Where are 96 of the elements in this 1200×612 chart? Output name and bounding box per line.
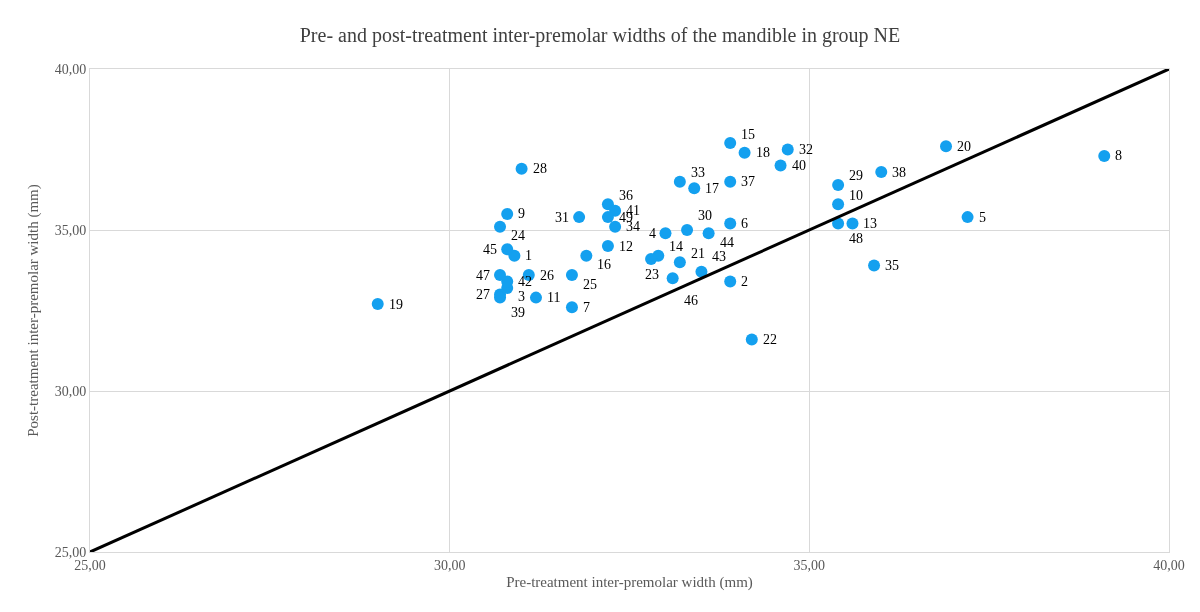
annotation: 33: [691, 165, 705, 180]
annotation: 48: [849, 231, 863, 246]
y-tick-label: 35,00: [54, 222, 87, 238]
chart-title: Pre- and post-treatment inter-premolar widths of the mandible in group NE: [299, 23, 901, 47]
point: [832, 198, 845, 211]
y-tick-label: 40,00: [54, 61, 87, 77]
x-tick-label: 40,00: [1153, 557, 1185, 573]
point: [673, 256, 686, 269]
annotation: 15: [741, 127, 755, 142]
point: [673, 175, 686, 188]
annotation: 26: [540, 268, 554, 283]
annotation: 40: [792, 158, 806, 173]
point: [745, 333, 758, 346]
point: [580, 249, 593, 262]
annotation: 5: [979, 210, 986, 225]
annotation: 46: [684, 293, 698, 308]
point: [940, 140, 953, 153]
point: [565, 269, 578, 282]
annotation: 45: [483, 242, 497, 257]
annotation: 36: [619, 188, 633, 203]
x-tick-label: 35,00: [793, 557, 826, 573]
point: [573, 211, 586, 224]
annotation: 43: [712, 249, 726, 264]
annotation: 21: [691, 246, 705, 261]
point: [515, 162, 528, 175]
annotation: 4: [649, 226, 656, 241]
point: [724, 137, 737, 150]
annotation: 23: [645, 267, 659, 282]
annotation: 3: [518, 289, 525, 304]
point: [875, 166, 888, 179]
annotation: 14: [669, 239, 683, 254]
annotation: 17: [705, 181, 719, 196]
annotation: 29: [849, 168, 863, 183]
point: [501, 207, 514, 220]
annotation: 22: [763, 332, 777, 347]
annotation: 27: [476, 287, 490, 302]
annotation: 1: [525, 248, 532, 263]
annotation: 30: [698, 208, 712, 223]
x-axis-title: Pre-treatment inter-premolar width (mm): [506, 573, 753, 591]
point: [666, 272, 679, 285]
point: [601, 240, 614, 253]
annotation: 20: [957, 139, 971, 154]
point: [494, 220, 507, 233]
annotation: 10: [849, 188, 863, 203]
point: [832, 217, 845, 230]
point: [702, 227, 715, 240]
point: [601, 211, 614, 224]
annotation: 28: [533, 161, 547, 176]
point: [688, 182, 701, 195]
point: [565, 301, 578, 314]
point: [681, 224, 694, 236]
annotation: 2: [741, 274, 748, 289]
annotation: 8: [1115, 148, 1122, 163]
point: [494, 269, 507, 282]
point: [724, 275, 737, 288]
x-tick-label: 25,00: [74, 557, 106, 573]
annotation: 35: [885, 258, 899, 273]
annotation: 37: [741, 174, 755, 189]
y-axis-title: Post-treatment inter-premolar width (mm): [24, 184, 42, 437]
annotation: 18: [756, 145, 770, 160]
point: [645, 252, 658, 265]
annotation: 9: [518, 206, 525, 221]
point: [371, 298, 384, 311]
annotation: 7: [583, 300, 590, 315]
y-tick-label: 25,00: [54, 544, 87, 560]
point: [961, 211, 974, 224]
annotation: 47: [476, 268, 490, 283]
annotation: 32: [799, 142, 813, 157]
annotation: 12: [619, 239, 633, 254]
y-tick-label: 30,00: [54, 383, 87, 399]
point: [724, 175, 737, 188]
point: [868, 259, 881, 272]
point: [724, 217, 737, 230]
annotation: 38: [892, 165, 906, 180]
point: [501, 243, 514, 256]
point: [832, 178, 845, 191]
x-tick-label: 30,00: [433, 557, 466, 573]
annotation: 42: [518, 274, 532, 289]
annotation: 13: [863, 216, 877, 231]
point: [781, 143, 794, 156]
point: [530, 291, 542, 304]
point: [609, 220, 622, 233]
point: [738, 146, 751, 159]
point: [774, 159, 787, 172]
point: [659, 227, 672, 240]
annotation: 39: [511, 305, 525, 320]
annotation: 31: [555, 210, 569, 225]
annotation: 16: [597, 257, 611, 272]
annotation: 6: [741, 216, 748, 231]
annotation: 25: [583, 277, 597, 292]
annotation: 11: [547, 290, 561, 305]
annotation: 44: [720, 235, 734, 250]
annotation: 24: [511, 228, 525, 243]
point: [1098, 149, 1111, 162]
point: [846, 217, 859, 230]
annotation: 19: [389, 297, 403, 312]
